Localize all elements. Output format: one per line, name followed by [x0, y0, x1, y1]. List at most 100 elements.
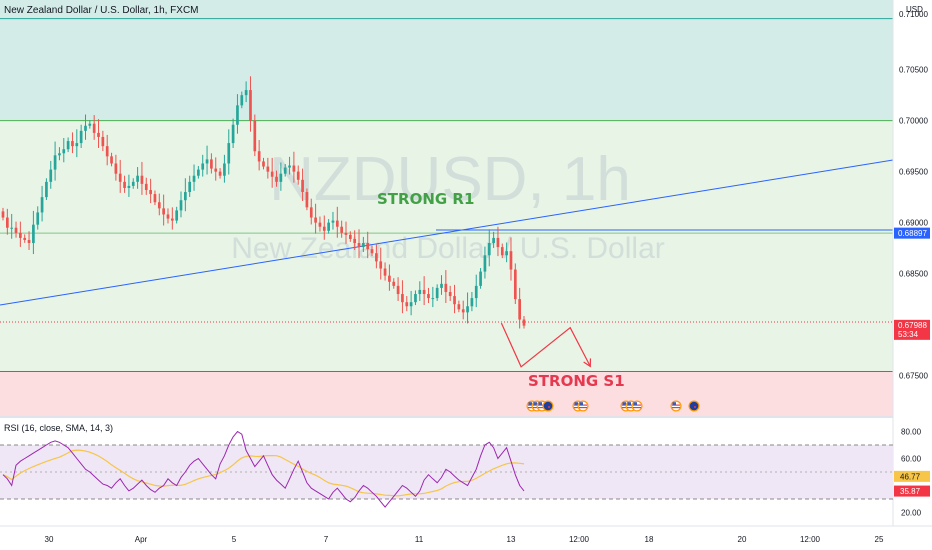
watermark-name: New Zealand Dollar / U.S. Dollar [231, 232, 665, 265]
candle-8 [36, 212, 40, 225]
candle-49 [214, 168, 218, 172]
price-tick-2: 0.69500 [899, 168, 928, 177]
last-price-label: 0.67988 53:34 [894, 319, 930, 340]
candle-26 [114, 163, 118, 174]
currency-label: USD [906, 5, 923, 14]
candle-114 [496, 237, 500, 248]
us-flag-icon-canton [672, 402, 676, 406]
candle-66 [288, 165, 291, 168]
last-price-box [894, 319, 930, 340]
candle-106 [461, 309, 465, 313]
candle-36 [157, 202, 161, 209]
candle-89 [388, 275, 391, 282]
candle-53 [231, 124, 235, 144]
forecast-path[interactable] [500, 322, 591, 368]
time-tick-5: 13 [507, 535, 516, 544]
main-pane[interactable]: NZDUSD, 1h New Zealand Dollar / U.S. Dol… [0, 0, 893, 416]
us-flag-icon[interactable] [631, 400, 643, 412]
candle-58 [253, 120, 257, 152]
candle-47 [205, 159, 209, 164]
candle-79 [344, 232, 348, 235]
us-flag-icon-canton [622, 402, 626, 406]
us-flag-icon-canton [528, 402, 532, 406]
candle-91 [396, 285, 400, 295]
nz-flag-icon[interactable] [542, 400, 554, 412]
time-tick-1: Apr [135, 535, 148, 544]
candle-52 [227, 143, 231, 164]
rsi-value-text: 35.87 [900, 487, 921, 496]
us-flag-icon-stripe [672, 407, 680, 409]
candle-13 [58, 153, 61, 156]
nz-flag-icon-star [548, 406, 550, 408]
candle-81 [353, 238, 357, 244]
watermark: NZDUSD, 1h New Zealand Dollar / U.S. Dol… [231, 145, 665, 265]
candle-112 [487, 243, 491, 256]
candle-38 [166, 214, 170, 219]
candle-65 [283, 167, 287, 174]
candle-39 [170, 218, 174, 221]
level-price-box [894, 227, 930, 239]
candle-83 [362, 243, 365, 248]
candle-92 [401, 294, 404, 303]
price-tick-4: 0.68500 [899, 270, 928, 279]
candle-61 [266, 166, 270, 172]
price-tick-clipped: 0.71000 [899, 10, 928, 19]
candle-62 [270, 171, 274, 177]
nz-flag-icon[interactable] [688, 400, 700, 412]
candle-80 [348, 234, 352, 239]
candle-110 [479, 271, 482, 286]
candle-67 [292, 165, 296, 172]
price-tick-0: 0.70500 [899, 66, 928, 75]
candle-115 [500, 247, 504, 256]
us-flag-icon-canton [574, 402, 578, 406]
rsi-tick-0: 80.00 [901, 428, 922, 437]
candle-86 [375, 253, 378, 262]
time-tick-3: 7 [324, 535, 329, 544]
candle-96 [418, 289, 422, 295]
candle-55 [240, 95, 244, 106]
candle-19 [84, 125, 87, 131]
candle-15 [66, 141, 70, 150]
candle-20 [88, 123, 92, 126]
strong-r1-label: STRONG R1 [377, 190, 474, 208]
us-flag-icon-canton [579, 402, 583, 406]
candle-12 [53, 155, 57, 170]
nz-flag-icon-star [694, 406, 696, 408]
candle-3 [14, 227, 18, 233]
candle-46 [201, 163, 205, 170]
price-axis[interactable]: USD 0.71000 0.70500 0.70000 0.69500 0.69000… [894, 5, 930, 518]
zone-1 [0, 120, 893, 372]
strong-s1-label: STRONG S1 [528, 372, 625, 390]
candle-74 [322, 226, 326, 231]
candle-22 [97, 132, 100, 137]
candle-42 [184, 192, 187, 201]
candle-37 [162, 208, 165, 215]
candle-48 [210, 159, 213, 169]
zones [0, 0, 893, 416]
candle-84 [366, 243, 370, 250]
rsi-value-label: 35.87 [894, 485, 930, 497]
candle-85 [370, 249, 374, 254]
candle-76 [331, 220, 335, 223]
time-axis[interactable]: 30 Apr 5 7 11 13 12:00 18 20 12:00 25 [45, 535, 884, 544]
candle-75 [327, 222, 330, 231]
us-flag-icon[interactable] [577, 400, 589, 412]
candles [1, 76, 526, 329]
rsi-pane[interactable] [0, 430, 893, 508]
forecast-arrowhead[interactable] [583, 358, 592, 368]
trendline[interactable] [0, 159, 893, 306]
time-tick-2: 5 [232, 535, 237, 544]
candle-28 [123, 181, 126, 188]
time-tick-8: 20 [738, 535, 747, 544]
event-icons[interactable] [526, 400, 700, 412]
candle-82 [357, 243, 361, 248]
candle-59 [257, 151, 261, 162]
candle-16 [71, 141, 74, 147]
us-flag-icon-canton [533, 402, 537, 406]
candle-88 [383, 268, 387, 276]
candle-33 [144, 183, 148, 190]
candle-17 [75, 143, 79, 147]
candle-95 [414, 294, 417, 303]
us-flag-icon[interactable] [670, 400, 682, 412]
